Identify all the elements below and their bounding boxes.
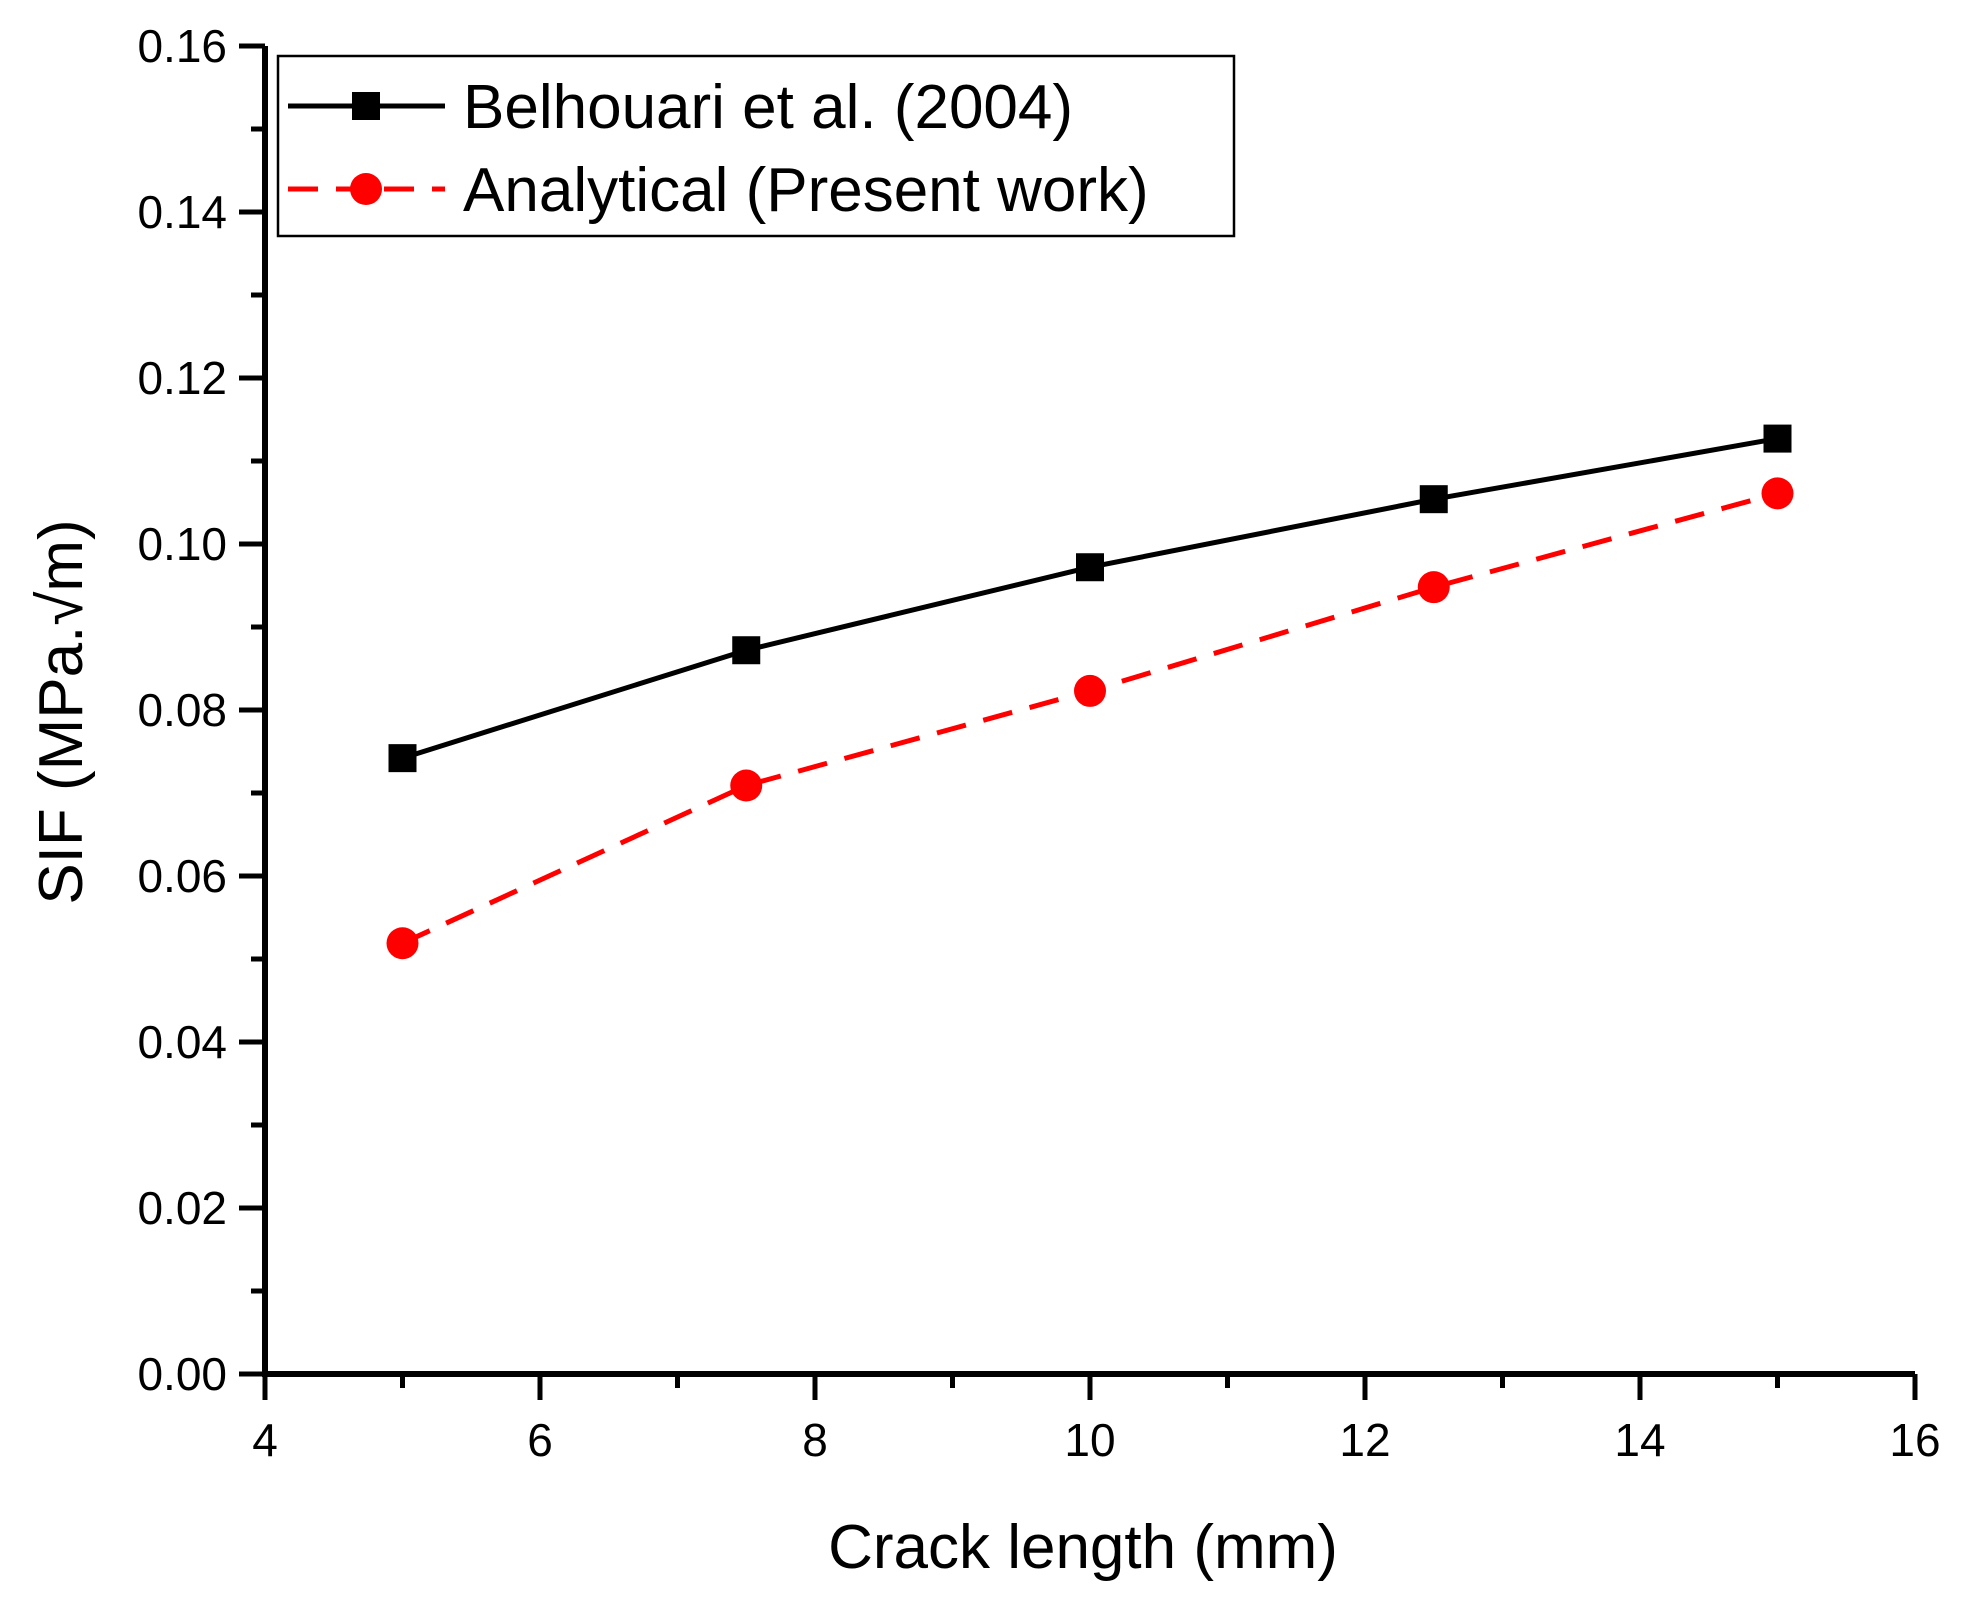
y-tick-label: 0.00	[137, 1348, 227, 1400]
legend-entries	[288, 92, 445, 205]
x-tick-label: 10	[1064, 1414, 1115, 1466]
series-layer	[386, 424, 1794, 960]
y-tick-label: 0.14	[137, 186, 227, 238]
x-axis-title: Crack length (mm)	[828, 1513, 1338, 1582]
x-tick-label: 16	[1889, 1414, 1940, 1466]
series-1-point	[1763, 424, 1792, 453]
series-1-point	[1076, 553, 1104, 582]
series-2-point	[730, 769, 763, 802]
series-2	[386, 477, 1794, 960]
series-1-point	[1419, 485, 1448, 514]
series-1	[388, 424, 1792, 773]
y-tick-label: 0.04	[137, 1016, 227, 1068]
y-axis-title: SIF (MPa.√m)	[27, 519, 96, 904]
x-tick-label: 12	[1339, 1414, 1390, 1466]
series-1-line	[401, 436, 1778, 761]
y-tick-label: 0.08	[137, 684, 227, 736]
series-2-point	[1761, 477, 1794, 510]
legend-label-series-2: Analytical (Present work)	[463, 156, 1149, 225]
y-tick-label: 0.06	[137, 850, 227, 902]
y-tick-label: 0.12	[137, 352, 227, 404]
y-tick-label: 0.02	[137, 1182, 227, 1234]
series-2-point	[386, 927, 419, 960]
series-2-point	[1417, 571, 1450, 604]
axes	[262, 46, 1915, 1377]
legend-label-series-1: Belhouari et al. (2004)	[463, 73, 1073, 142]
x-tick-label: 14	[1614, 1414, 1665, 1466]
ticks	[239, 43, 1918, 1400]
tick-labels: 4 6 8 10 12 14 16 0.00 0.02 0.04 0.06 0.08 0.10 0.12 0…	[137, 20, 1940, 1466]
legend-marker-series-2	[350, 173, 382, 205]
y-tick-label: 0.10	[137, 518, 227, 570]
series-1-point	[732, 636, 761, 665]
series-2-point	[1074, 674, 1106, 707]
y-tick-label: 0.16	[137, 20, 227, 72]
legend: Belhouari et al. (2004) Analytical (Pres…	[276, 54, 1236, 238]
legend-box	[276, 54, 1236, 238]
x-tick-label: 4	[252, 1414, 278, 1466]
x-tick-label: 6	[527, 1414, 553, 1466]
series-1-point	[388, 744, 417, 773]
x-tick-label: 8	[802, 1414, 828, 1466]
legend-marker-series-1	[352, 92, 380, 120]
